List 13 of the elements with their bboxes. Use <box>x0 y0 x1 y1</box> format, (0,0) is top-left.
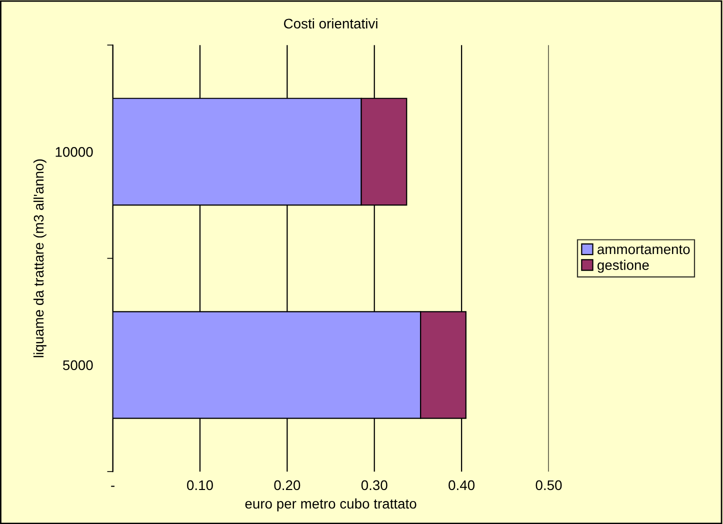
legend-label: gestione <box>598 260 649 273</box>
x-tick-label: 0.40 <box>448 480 475 490</box>
y-axis-title: liquame da trattare (m3 all'anno) <box>33 159 46 358</box>
y-tick-label: 5000 <box>63 360 93 370</box>
x-tick-label: - <box>111 486 114 487</box>
x-tick-label: 0.50 <box>536 480 562 490</box>
x-tick-label: 0.30 <box>361 480 388 490</box>
legend-label: ammortamento <box>598 245 690 254</box>
chart-title: Costi orientativi <box>284 18 378 29</box>
y-tick-label: 10000 <box>56 147 93 157</box>
x-axis-title: euro per metro cubo trattato <box>245 498 416 512</box>
x-tick-label: 0.10 <box>187 480 213 490</box>
x-tick-label: 0.20 <box>274 480 300 490</box>
